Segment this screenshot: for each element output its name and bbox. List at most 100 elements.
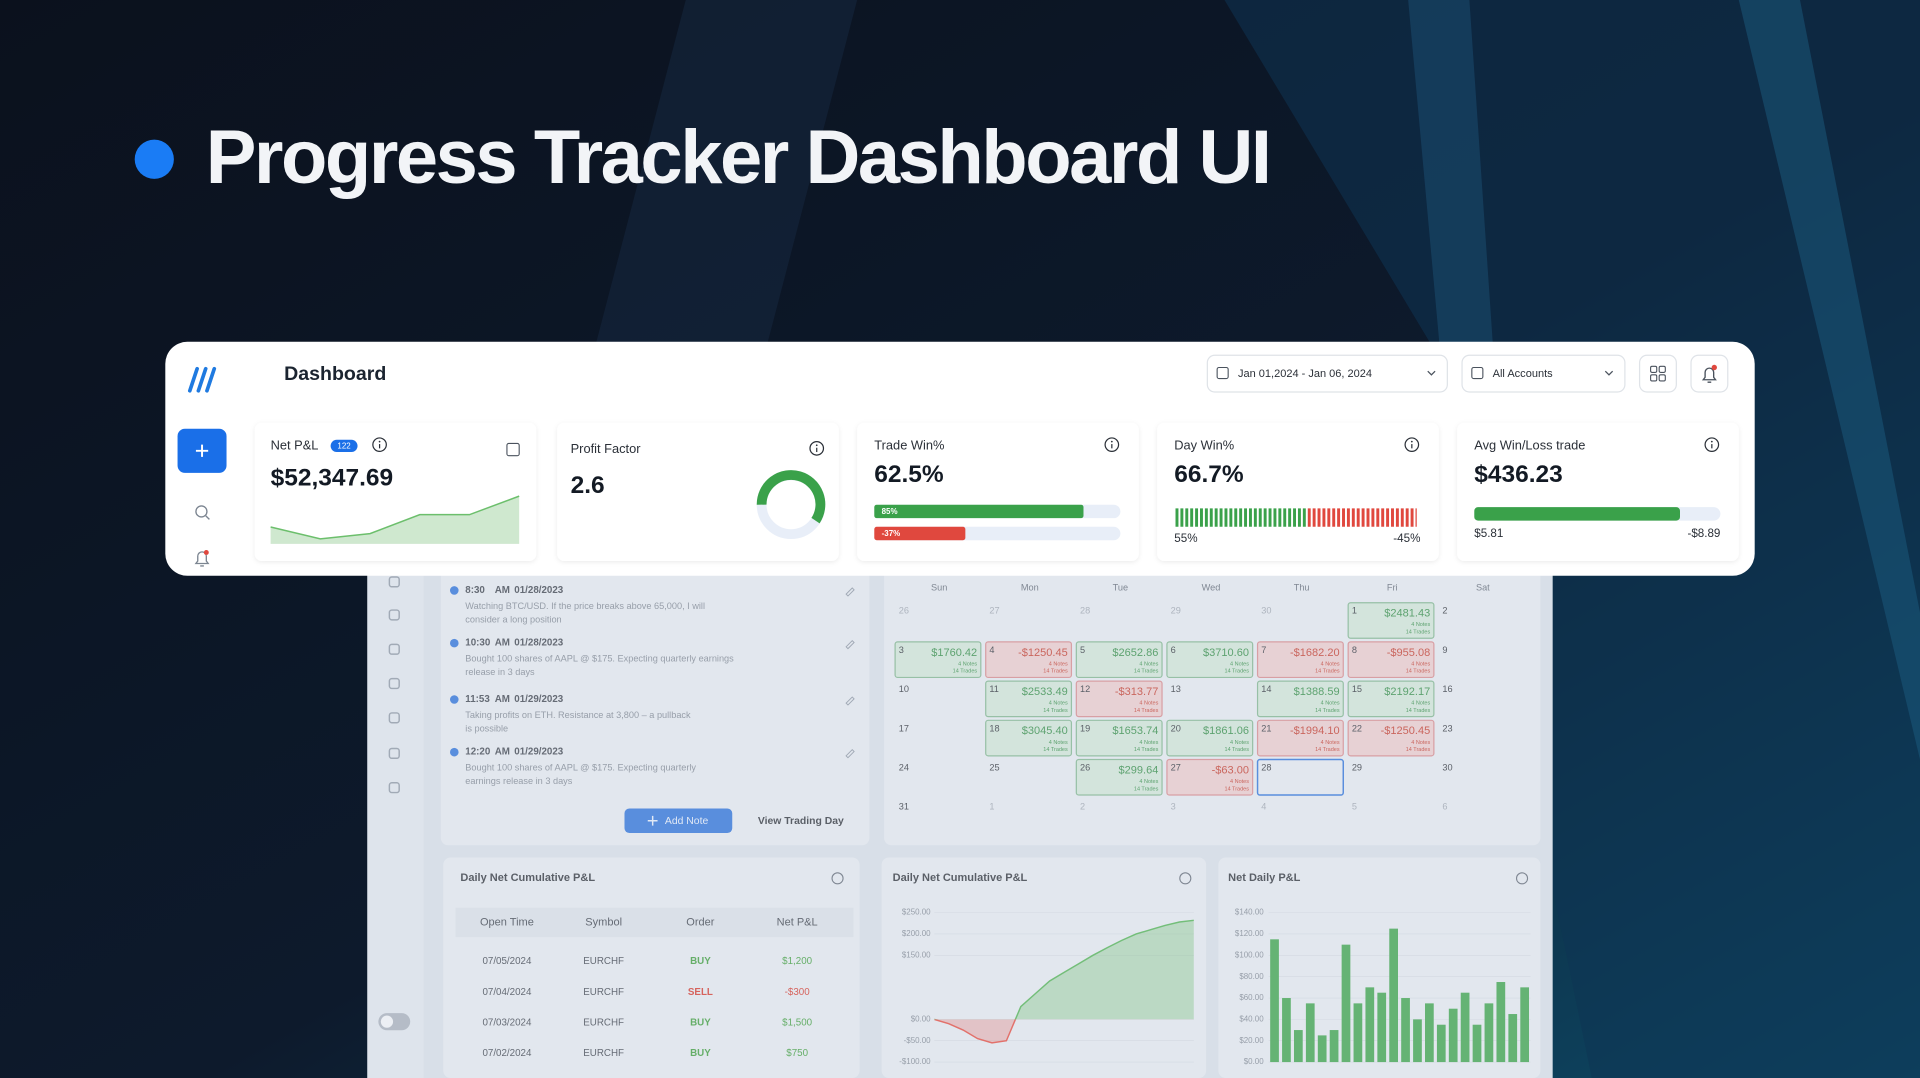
info-icon[interactable]: [1104, 437, 1120, 453]
day-notes: 4 Notes: [1230, 779, 1249, 785]
info-icon[interactable]: [1404, 437, 1420, 453]
day-notes: 4 Notes: [1321, 701, 1340, 707]
day-trades: 14 Trades: [1315, 747, 1340, 753]
stat-label: Net P&L: [271, 437, 319, 452]
day-trades: 14 Trades: [1225, 786, 1250, 792]
bar: [1317, 1035, 1327, 1063]
sidebar-icon[interactable]: [388, 643, 400, 655]
calendar-day-cell[interactable]: [1256, 758, 1345, 796]
day-trades: 14 Trades: [1406, 708, 1431, 714]
note-period: AM: [495, 585, 510, 596]
calendar-day-cell[interactable]: [1075, 680, 1163, 718]
calendar-day-cell[interactable]: [1347, 641, 1435, 679]
date-range-picker[interactable]: [1206, 354, 1448, 393]
day-pnl: -$1250.45: [1018, 647, 1068, 659]
day-number: 18: [989, 723, 999, 733]
bell-icon[interactable]: [194, 551, 210, 567]
calendar-day-cell[interactable]: [985, 680, 1073, 718]
calendar-day-cell[interactable]: [1256, 719, 1344, 757]
avg-loss: -$8.89: [1687, 527, 1720, 540]
day-number: 29: [1171, 606, 1181, 616]
add-note-button[interactable]: [624, 808, 733, 834]
y-tick-label: -$50.00: [904, 1036, 932, 1045]
fade-overlay: [367, 563, 1553, 1078]
note-text: release in 3 days: [465, 667, 535, 677]
grid-icon: [1650, 365, 1658, 373]
day-pnl: -$313.77: [1115, 686, 1158, 698]
day-number: 8: [1352, 645, 1357, 655]
bar: [1460, 992, 1470, 1063]
edit-icon[interactable]: [845, 587, 855, 597]
day-number: 10: [899, 684, 909, 694]
day-number: 27: [1171, 762, 1181, 772]
edit-icon[interactable]: [845, 749, 855, 759]
bar: [1448, 1008, 1458, 1063]
weekday: Wed: [1202, 582, 1221, 592]
day-pnl: -$1250.45: [1381, 725, 1431, 737]
notification-button[interactable]: [1690, 354, 1729, 393]
table-cell: EURCHF: [583, 987, 624, 998]
sidebar-icon[interactable]: [388, 576, 400, 588]
weekday: Fri: [1387, 582, 1398, 592]
calendar-day-cell[interactable]: [1347, 680, 1435, 718]
info-icon[interactable]: [1704, 437, 1720, 453]
calendar-day-cell[interactable]: [1347, 719, 1435, 757]
calendar-day-cell[interactable]: [1075, 758, 1163, 796]
badge: [330, 439, 358, 453]
calendar-day-cell[interactable]: [1166, 758, 1254, 796]
bar: [1353, 1003, 1363, 1063]
note-date: 01/29/2023: [514, 694, 564, 705]
info-icon[interactable]: [809, 441, 825, 456]
sidebar-icon[interactable]: [388, 747, 400, 760]
calendar-day-cell[interactable]: [1256, 680, 1344, 718]
view-trading-day: View Trading Day: [758, 816, 844, 827]
grid-view-button[interactable]: [1638, 354, 1677, 393]
bar: [1520, 987, 1530, 1063]
day-trades: 14 Trades: [1225, 747, 1250, 753]
title-dot: [134, 139, 174, 179]
edit-icon[interactable]: [845, 639, 855, 650]
info-icon[interactable]: [372, 437, 387, 453]
bar: [1413, 1019, 1422, 1063]
calendar-day-cell[interactable]: [1166, 719, 1254, 757]
bar: [1341, 944, 1351, 1063]
stat-label: Day Win%: [1174, 437, 1234, 452]
calendar-day-cell[interactable]: [894, 641, 982, 679]
stat-card: [1457, 422, 1739, 562]
sidebar-icon[interactable]: [388, 609, 400, 621]
table-cell: 07/02/2024: [482, 1048, 532, 1059]
note-text: Bought 100 shares of AAPL @ $175. Expect…: [465, 653, 734, 663]
day-notes: 4 Notes: [958, 661, 977, 667]
calendar-day-cell[interactable]: [1256, 641, 1344, 679]
calendar-day-cell[interactable]: [985, 719, 1073, 757]
y-tick-label: $120.00: [1235, 929, 1264, 938]
day-pnl: $1760.42: [931, 647, 977, 659]
day-pnl: $1861.06: [1203, 725, 1249, 737]
day-number: 30: [1261, 606, 1271, 616]
day-number: 12: [1080, 684, 1090, 694]
expand-icon[interactable]: [506, 442, 520, 457]
sidebar-icon[interactable]: [388, 782, 400, 794]
table-header: [455, 907, 854, 938]
day-number: 16: [1442, 684, 1452, 694]
calendar-day-cell[interactable]: [1166, 641, 1254, 679]
calendar-day-cell[interactable]: [1075, 719, 1163, 757]
sparkline: [270, 495, 520, 540]
sidebar-icon[interactable]: [388, 677, 400, 690]
search-icon[interactable]: [195, 505, 208, 518]
y-tick-label: $0.00: [1244, 1057, 1264, 1066]
calendar-day-cell[interactable]: [1075, 641, 1163, 679]
column-header: Symbol: [585, 916, 622, 928]
edit-icon[interactable]: [845, 696, 855, 706]
calendar-day-cell[interactable]: [1347, 602, 1435, 639]
day-notes: 4 Notes: [1139, 701, 1158, 707]
bar: [1270, 939, 1279, 1063]
info-dot: [1410, 440, 1413, 443]
weekday: Sun: [931, 582, 947, 592]
bell-icon: [1701, 367, 1717, 383]
y-tick-label: $100.00: [1235, 950, 1264, 959]
account-picker[interactable]: [1461, 354, 1626, 393]
chart-title: Net Daily P&L: [1228, 872, 1300, 884]
calendar-day-cell[interactable]: [985, 641, 1073, 679]
sidebar-icon[interactable]: [388, 712, 400, 724]
